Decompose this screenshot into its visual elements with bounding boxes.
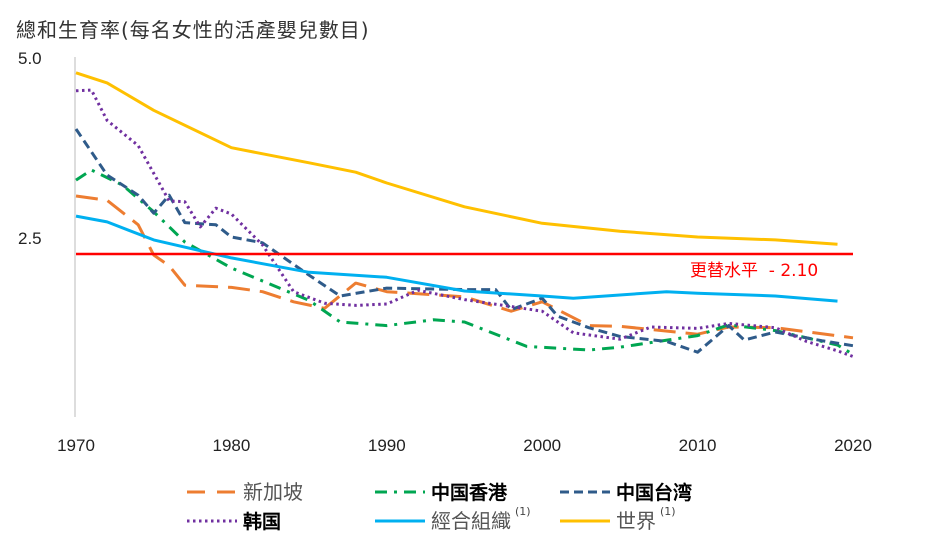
legend-label: 世界 — [616, 509, 656, 533]
series-line-5 — [75, 71, 838, 246]
x-tick-label: 1970 — [57, 436, 95, 455]
legend-label: 新加坡 — [243, 480, 303, 504]
x-tick-label: 1990 — [368, 436, 406, 455]
legend-label: 經合組織 — [431, 509, 511, 533]
legend-footnote-marker: (1) — [515, 505, 531, 518]
x-tick-label: 2000 — [523, 436, 561, 455]
legend-footnote-marker: (1) — [660, 505, 676, 518]
legend-label: 中国香港 — [431, 481, 508, 504]
legend-label: 韩国 — [243, 510, 281, 533]
series-line-4 — [75, 214, 838, 303]
replacement-level-label: 更替水平 - 2.10 — [690, 261, 818, 281]
y-tick-label: 2.5 — [18, 229, 42, 248]
x-tick-label: 2010 — [679, 436, 717, 455]
series-line-2 — [74, 128, 854, 354]
x-tick-label: 2020 — [834, 436, 872, 455]
y-tick-label: 5.0 — [18, 49, 42, 68]
chart-title: 總和生育率(每名女性的活產嬰兒數目) — [16, 18, 370, 42]
x-tick-label: 1980 — [212, 436, 250, 455]
legend-label: 中国台湾 — [616, 481, 692, 504]
series-line-0 — [75, 194, 854, 340]
